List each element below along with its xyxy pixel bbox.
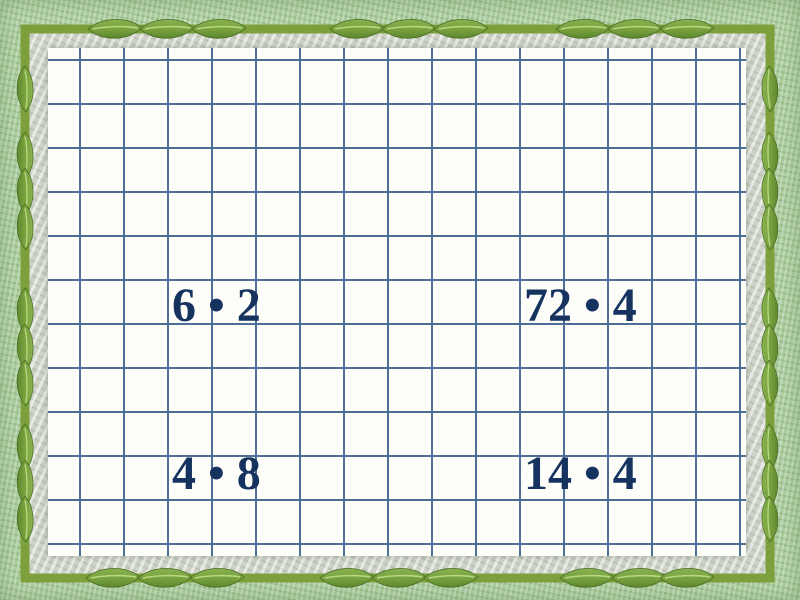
math-problem: 14 • 4 — [524, 447, 637, 500]
grid-paper: 6 • 2 4 • 8 5 • 3 9 • 7 6 • 5 3 • 8 7 • … — [48, 48, 746, 556]
math-problem: 72 • 4 — [524, 279, 637, 332]
problem-column-left: 6 • 2 4 • 8 5 • 3 9 • 7 6 • 5 3 • 8 7 • … — [172, 166, 261, 600]
problem-column-right: 72 • 4 14 • 4 61 • 6 44 • 5 24 • 3 13 • … — [524, 166, 637, 600]
math-problem: 6 • 2 — [172, 279, 261, 332]
math-problem: 4 • 8 — [172, 447, 261, 500]
